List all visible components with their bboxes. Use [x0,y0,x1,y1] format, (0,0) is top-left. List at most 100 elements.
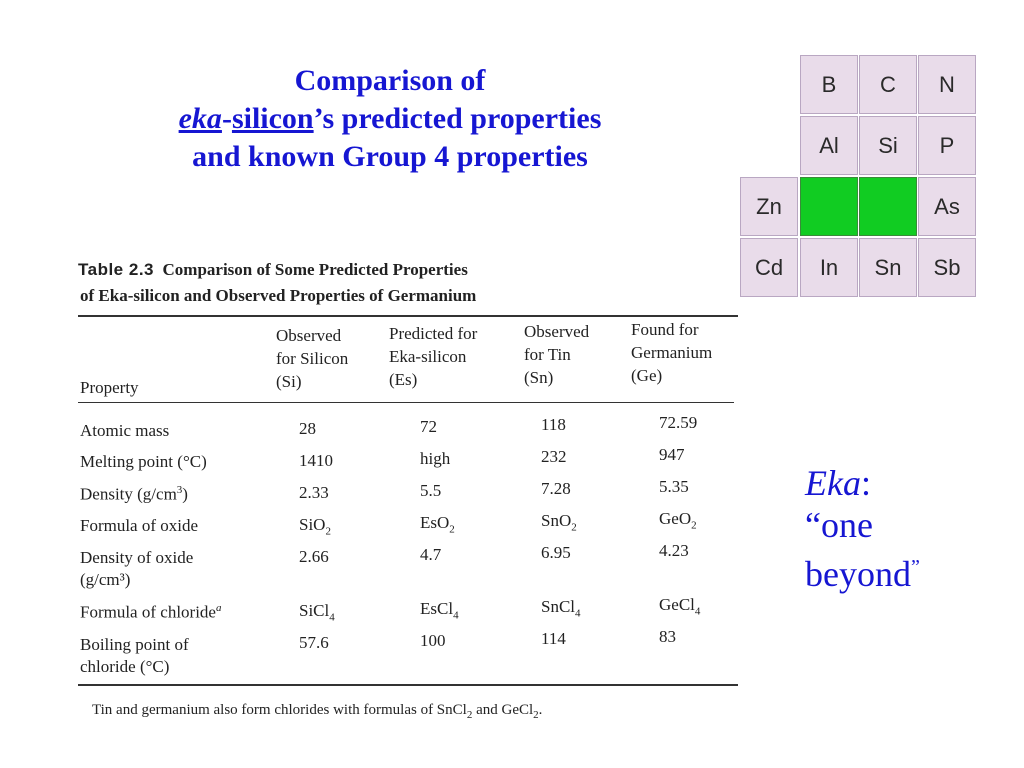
title-line-1: Comparison of [294,64,486,97]
cell-sn-chloride-formula: SnCl4 [541,597,581,619]
element-cell-cd: Cd [740,238,798,297]
periodic-table-fragment: B C N Al Si P Zn As Cd In Sn Sb [740,55,978,299]
cell-es-atomic-mass: 72 [420,417,437,436]
header-silicon-line-3: (Si) [276,372,302,391]
row-melting-point-label: Melting point (°C) [80,452,207,471]
cell-es-density: 5.5 [420,481,442,500]
element-cell-ga-highlighted [800,177,858,236]
cell-ge-chloride-formula: GeCl4 [659,595,700,617]
cell-sn-chloride-text: SnCl [541,597,576,616]
header-eka-silicon: Predicted for Eka-silicon (Es) [389,322,477,391]
header-germanium: Found for Germanium (Ge) [631,318,712,387]
header-tin-line-1: Observed [524,322,590,341]
element-cell-sb: Sb [918,238,976,297]
cell-si-melting-point: 1410 [299,451,333,470]
header-tin: Observed for Tin (Sn) [524,320,589,389]
footnote-text-3: . [538,702,543,718]
cell-ge-chloride-sub: 4 [694,605,701,618]
eka-close-quote: ” [910,556,920,578]
cell-ge-oxide-sub: 2 [691,519,697,532]
cell-sn-boiling-point: 114 [541,629,566,648]
element-cell-c: C [859,55,917,114]
header-silicon-line-1: Observed [276,326,342,345]
cell-es-melting-point: high [420,449,451,468]
cell-ge-melting-point: 947 [659,445,685,464]
eka-line-1: Eka: [805,462,920,504]
cell-ge-oxide-text: GeO [659,509,692,528]
table-number: Table 2.3 [78,260,154,279]
eka-definition: Eka: “one beyond” [805,462,920,595]
title-line-2: eka-silicon’s predicted properties [90,100,690,138]
element-cell-ge-highlighted [859,177,917,236]
element-cell-b: B [800,55,858,114]
element-cell-si: Si [859,116,917,175]
title-silicon: silicon [231,102,314,135]
cell-sn-oxide-density: 6.95 [541,543,571,562]
element-cell-as: As [918,177,976,236]
cell-sn-oxide-sub: 2 [571,521,577,534]
row-oxide-density-line-1: Density of oxide [80,548,194,567]
row-density-label: Density (g/cm3) [80,484,188,505]
footnote-text-1: Tin and germanium also form chlorides wi… [92,702,467,718]
header-silicon: Observed for Silicon (Si) [276,324,348,393]
cell-ge-oxide-density: 4.23 [659,541,689,560]
cell-es-boiling-point: 100 [420,631,446,650]
cell-ge-atomic-mass: 72.59 [659,413,698,432]
row-chloride-footnote-mark: a [215,602,222,614]
eka-line-3: beyond” [805,546,920,595]
cell-es-oxide-formula: EsO2 [420,513,455,535]
cell-si-boiling-point: 57.6 [299,633,329,652]
cell-si-density: 2.33 [299,483,329,502]
table-caption-line-2: of Eka-silicon and Observed Properties o… [80,286,477,305]
header-germanium-line-1: Found for [631,320,699,339]
header-tin-line-2: for Tin [524,345,571,364]
cell-si-chloride-sub: 4 [329,611,335,624]
cell-si-oxide-formula: SiO2 [299,515,331,537]
cell-ge-oxide-formula: GeO2 [659,509,697,531]
title-eka: eka [178,102,222,135]
cell-es-oxide-sub: 2 [449,523,455,536]
header-germanium-line-2: Germanium [631,343,713,362]
row-chloride-formula-text: Formula of chloride [80,602,216,622]
row-chloride-formula-label: Formula of chloridea [80,602,221,623]
eka-word: Eka [805,463,861,503]
header-eka-line-1: Predicted for [389,324,478,343]
table-bottom-rule [78,684,738,686]
cell-sn-oxide-text: SnO [541,511,572,530]
cell-es-oxide-text: EsO [420,513,450,532]
header-eka-line-2: Eka-silicon [389,347,467,366]
row-boiling-point-line-2: chloride (°C) [80,657,170,676]
element-cell-sn: Sn [859,238,917,297]
cell-es-oxide-density: 4.7 [420,545,442,564]
cell-es-chloride-formula: EsCl4 [420,599,459,621]
element-cell-n: N [918,55,976,114]
cell-si-chloride-formula: SiCl4 [299,601,335,623]
element-cell-in: In [800,238,858,297]
cell-ge-boiling-point: 83 [659,627,676,646]
row-oxide-formula-label: Formula of oxide [80,516,199,535]
element-cell-zn: Zn [740,177,798,236]
cell-es-chloride-text: EsCl [420,599,454,618]
row-density-text: Density (g/cm [80,484,177,504]
row-density-end: ) [182,484,188,504]
cell-sn-oxide-formula: SnO2 [541,511,577,533]
header-silicon-line-2: for Silicon [276,349,349,368]
element-cell-al: Al [800,116,858,175]
eka-colon: : [860,463,871,503]
cell-ge-chloride-text: GeCl [659,595,695,614]
table-footnote: Tin and germanium also form chlorides wi… [92,702,542,721]
footnote-sub-2: 2 [533,709,539,721]
table-header-rule [78,402,734,403]
eka-beyond: beyond [805,554,911,594]
cell-sn-atomic-mass: 118 [541,415,566,434]
cell-ge-density: 5.35 [659,477,689,496]
header-tin-line-3: (Sn) [524,368,554,387]
row-density-sup: 3 [176,484,183,496]
table-caption-text-1: Comparison of Some Predicted Properties [162,260,468,279]
table-top-rule [78,315,738,317]
title-line-2-rest: ’s predicted properties [313,102,602,135]
cell-si-oxide-sub: 2 [325,525,331,538]
title-dash: - [221,102,232,135]
slide-title: Comparison of eka-silicon’s predicted pr… [90,62,690,176]
cell-sn-density: 7.28 [541,479,571,498]
